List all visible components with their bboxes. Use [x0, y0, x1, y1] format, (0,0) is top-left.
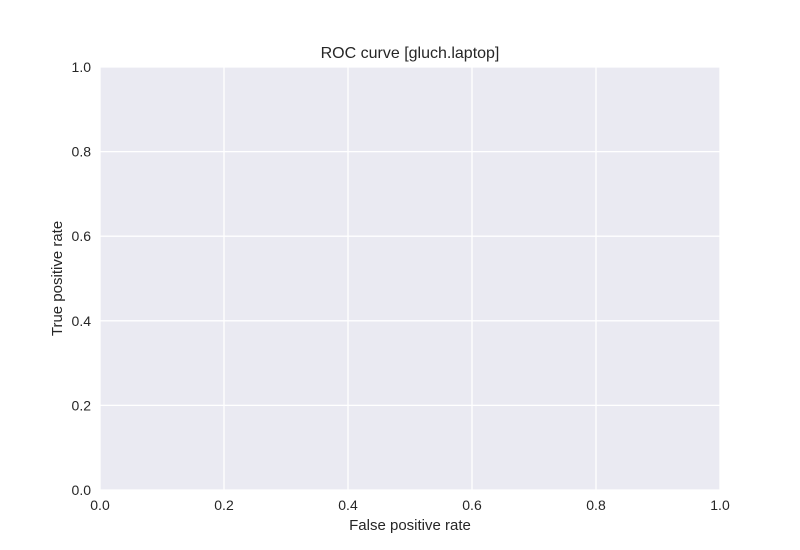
x-tick-label: 0.2: [214, 497, 234, 513]
y-tick-label: 0.8: [72, 144, 92, 160]
grid-lines: [99, 66, 721, 491]
x-axis-label: False positive rate: [349, 517, 471, 534]
x-axis-ticks: 0.0 0.2 0.4 0.6 0.8 1.0: [90, 497, 730, 513]
y-tick-label: 0.6: [72, 228, 92, 244]
y-tick-label: 0.4: [72, 313, 92, 329]
y-tick-label: 0.0: [72, 482, 92, 498]
plot-area: [100, 67, 720, 490]
y-tick-label: 0.2: [72, 397, 92, 413]
x-tick-label: 0.4: [338, 497, 358, 513]
x-tick-label: 0.6: [462, 497, 482, 513]
y-tick-label: 1.0: [72, 59, 92, 75]
y-axis-label: True positive rate: [49, 221, 66, 336]
x-tick-label: 0.8: [586, 497, 606, 513]
x-tick-label: 1.0: [710, 497, 730, 513]
chart-title: ROC curve [gluch.laptop]: [321, 45, 500, 62]
y-axis-ticks: 0.0 0.2 0.4 0.6 0.8 1.0: [72, 59, 92, 498]
x-tick-label: 0.0: [90, 497, 110, 513]
